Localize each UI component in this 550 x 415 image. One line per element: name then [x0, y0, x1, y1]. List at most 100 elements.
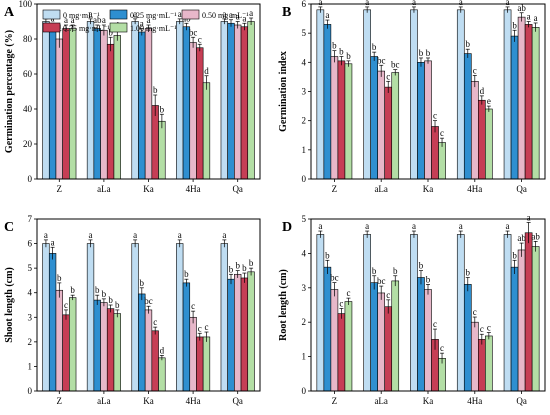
bar — [470, 321, 479, 392]
bar — [247, 21, 255, 180]
bar — [93, 28, 101, 180]
sig-label: c — [346, 288, 350, 298]
y-tick-label: 4 — [28, 288, 33, 298]
sig-label: c — [204, 322, 208, 332]
bar — [456, 9, 465, 180]
bar — [240, 26, 249, 180]
sig-label: c — [386, 71, 390, 81]
y-tick-label: 40 — [23, 104, 33, 114]
legend-label: 0.25 mg·mL⁻¹ — [130, 11, 177, 20]
bar — [391, 72, 400, 180]
sig-label: a — [51, 237, 55, 247]
bar — [158, 120, 166, 180]
legend-item: 1.00 mg·mL⁻¹ — [109, 22, 177, 33]
bar — [370, 282, 378, 392]
sig-label: b — [466, 267, 471, 277]
sig-label: c — [153, 317, 157, 327]
sig-label: d — [204, 66, 209, 76]
sig-label: e — [487, 96, 491, 106]
sig-label: a — [325, 10, 329, 20]
sig-label: d — [160, 345, 165, 355]
panel-label: D — [282, 220, 292, 235]
y-tick-label: 20 — [23, 139, 33, 149]
bar — [86, 21, 95, 180]
y-tick-label: 5 — [302, 214, 307, 224]
sig-label: b — [153, 85, 158, 95]
y-tick-label: 6 — [302, 0, 307, 9]
bar — [363, 9, 371, 180]
bar — [48, 26, 57, 180]
plot-frame — [36, 3, 261, 180]
sig-label: a — [229, 10, 233, 20]
plot-frame — [36, 218, 261, 392]
sig-label: a — [133, 9, 137, 19]
sig-label: a — [412, 221, 416, 231]
sig-label: a — [236, 12, 240, 22]
sig-label: ab — [93, 15, 102, 25]
bar — [384, 306, 393, 392]
y-tick-label: 0 — [28, 174, 33, 184]
bar — [503, 234, 512, 392]
sig-label: a — [242, 13, 246, 23]
legend-item: 0.75 mg·mL⁻¹ — [42, 22, 110, 33]
bar — [202, 82, 211, 180]
bar — [503, 9, 512, 180]
sig-label: b — [108, 295, 113, 305]
bar — [510, 35, 519, 180]
sig-label: a — [318, 0, 322, 7]
sig-label: b — [426, 274, 431, 284]
y-tick-label: 3 — [302, 87, 307, 97]
bar — [62, 28, 70, 180]
sig-label: b — [325, 250, 330, 260]
bar — [48, 253, 57, 392]
bar — [323, 266, 332, 392]
sig-label: b — [249, 258, 254, 268]
bar — [93, 299, 101, 392]
bar — [431, 126, 439, 180]
bar — [196, 47, 204, 180]
legend-swatch — [109, 9, 128, 20]
y-tick-label: 1 — [302, 145, 307, 155]
bar — [456, 234, 465, 392]
sig-label: a — [222, 9, 226, 19]
bar — [478, 339, 486, 392]
legend-swatch — [42, 22, 61, 33]
sig-label: a — [459, 0, 463, 7]
panel-label: A — [4, 5, 15, 20]
sig-label: c — [339, 298, 343, 308]
bar — [189, 316, 197, 392]
sig-label: ab — [517, 3, 526, 13]
y-tick-label: 1 — [28, 361, 33, 371]
bar — [463, 284, 472, 392]
bar — [182, 282, 191, 392]
sig-label: ab — [517, 233, 526, 243]
bar — [196, 336, 204, 392]
panel-a: A Germination percentage (%) 0 20 40 60 80 100 a… — [4, 0, 261, 194]
bar — [131, 21, 139, 180]
sig-label: a — [64, 15, 68, 25]
sig-label: c — [198, 34, 202, 44]
sig-label: b — [512, 20, 517, 30]
x-tick-label: 4Ha — [186, 396, 201, 406]
sig-label: d — [480, 86, 485, 96]
bar — [377, 70, 386, 180]
x-tick-label: aLa — [374, 184, 388, 194]
sig-label: b — [372, 42, 377, 52]
sig-label: b — [346, 51, 351, 61]
bar — [131, 243, 139, 392]
bar — [202, 336, 211, 392]
bar — [524, 24, 533, 180]
sig-label: b — [95, 285, 100, 295]
y-tick-label: 2 — [28, 337, 33, 347]
plot-frame — [310, 3, 546, 180]
x-tick-label: Z — [332, 396, 338, 406]
x-tick-label: Qa — [516, 396, 527, 406]
bar — [337, 313, 346, 392]
sig-label: a — [89, 230, 93, 240]
y-tick-label: 5 — [28, 263, 33, 273]
bar — [86, 243, 95, 392]
bar — [182, 26, 191, 180]
bar — [158, 357, 166, 392]
